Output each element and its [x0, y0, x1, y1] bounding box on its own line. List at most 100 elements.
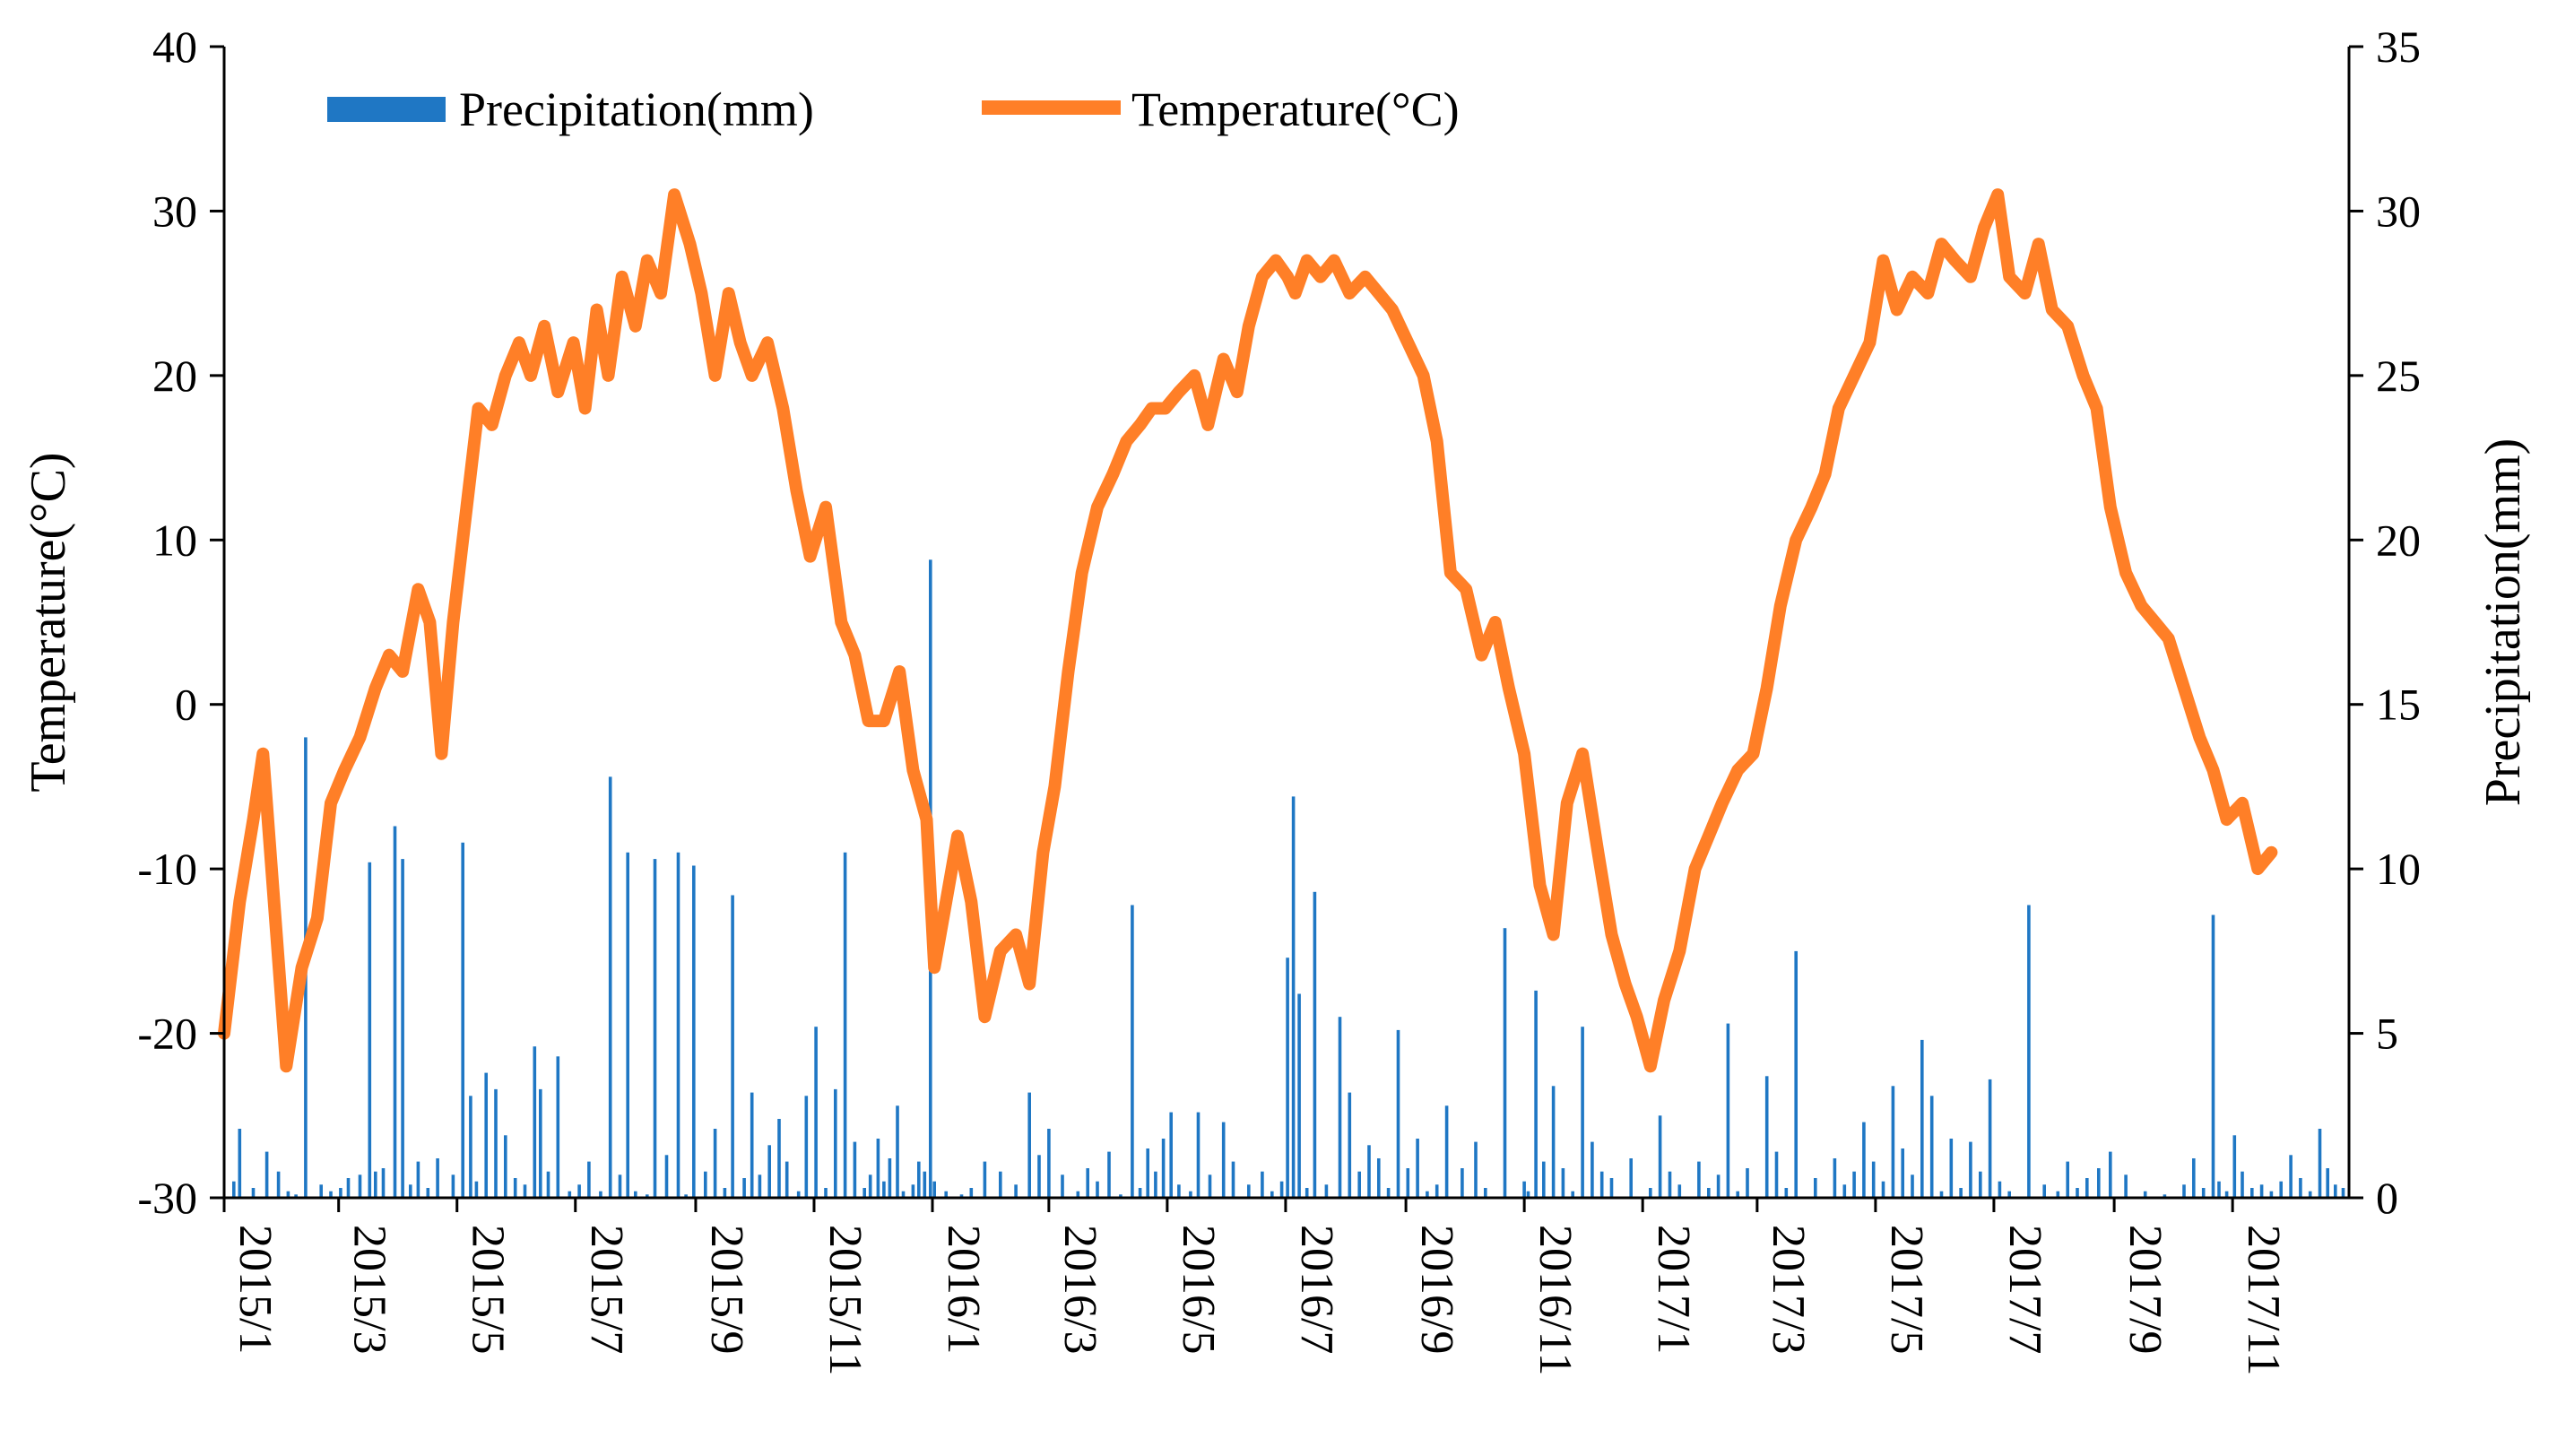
precipitation-bar	[2201, 1188, 2206, 1198]
precipitation-bar	[276, 1171, 281, 1198]
precipitation-bar	[882, 1181, 886, 1198]
precipitation-bar	[1920, 1039, 1924, 1198]
precipitation-bar	[1534, 990, 1538, 1198]
precipitation-bar	[1969, 1141, 1972, 1198]
precipitation-bar	[1367, 1145, 1371, 1198]
precipitation-bar	[1794, 950, 1798, 1198]
precipitation-bar	[1154, 1171, 1157, 1198]
precipitation-bar	[1377, 1158, 1381, 1198]
precipitation-bar	[1338, 1017, 1342, 1198]
precipitation-bar	[868, 1174, 872, 1198]
precipitation-bar	[1707, 1188, 1711, 1198]
precipitation-bar	[329, 1191, 333, 1198]
precipitation-bar	[1061, 1174, 1064, 1198]
precipitation-bar	[1014, 1184, 1018, 1198]
precipitation-bar	[684, 1194, 688, 1198]
precipitation-bar	[2085, 1178, 2089, 1198]
x-tick-label: 2015/7	[581, 1225, 632, 1354]
left-tick-label: 0	[175, 680, 197, 730]
left-tick-label: -20	[137, 1009, 197, 1059]
precipitation-bar	[1571, 1191, 1574, 1198]
precipitation-bar	[767, 1145, 771, 1198]
precipitation-bar	[1668, 1171, 1672, 1198]
precipitation-bar	[1461, 1168, 1464, 1198]
precipitation-bar	[901, 1191, 906, 1198]
precipitation-bar	[1911, 1174, 1914, 1198]
precipitation-bar	[264, 1151, 269, 1198]
precipitation-bar	[1396, 1029, 1400, 1198]
precipitation-bar	[983, 1161, 987, 1198]
right-tick-label: 5	[2376, 1009, 2398, 1059]
precipitation-bar	[1833, 1158, 1837, 1198]
precipitation-bar	[1435, 1184, 1439, 1198]
precipitation-bar	[2289, 1155, 2293, 1198]
temperature-line-layer	[218, 188, 2278, 1073]
precipitation-bar	[750, 1092, 754, 1198]
precipitation-bar	[2007, 1191, 2011, 1198]
precipitation-bar	[1591, 1141, 1594, 1198]
right-tick-label: 0	[2376, 1173, 2398, 1223]
precipitation-bar	[494, 1088, 498, 1198]
precipitation-bar	[1161, 1139, 1166, 1198]
precipitation-bar	[1107, 1151, 1111, 1198]
precipitation-bar	[626, 852, 629, 1198]
precipitation-bar	[577, 1184, 581, 1198]
precipitation-bar	[2027, 905, 2031, 1198]
precipitation-bar	[2334, 1184, 2337, 1198]
x-tick-label: 2016/9	[1411, 1225, 1462, 1354]
precipitation-bar	[1842, 1184, 1847, 1198]
precipitation-bar	[2066, 1161, 2069, 1198]
x-tick-label: 2015/9	[701, 1225, 752, 1354]
precipitation-bar	[2224, 1191, 2229, 1198]
left-tick-label: 30	[152, 186, 197, 236]
precipitation-bar	[556, 1056, 560, 1198]
x-tick-label: 2016/7	[1291, 1225, 1342, 1354]
left-tick-label: -30	[137, 1173, 197, 1223]
precipitation-bar	[319, 1184, 323, 1198]
precipitation-bar	[374, 1171, 377, 1198]
precipitation-bar	[1881, 1181, 1885, 1198]
precipitation-bar	[1716, 1174, 1721, 1198]
precipitation-bar	[2341, 1188, 2345, 1198]
precipitation-bar	[742, 1178, 746, 1198]
precipitation-bar	[1406, 1168, 1410, 1198]
left-tick-label: 40	[152, 22, 197, 72]
precipitation-bar	[1929, 1096, 1934, 1198]
precipitation-bar	[1279, 1181, 1284, 1198]
precipitation-bar	[484, 1072, 488, 1198]
precipitation-bar	[2124, 1174, 2128, 1198]
precipitation-bar	[599, 1191, 602, 1198]
precipitation-bar	[862, 1188, 866, 1198]
precipitation-bar	[1998, 1181, 2002, 1198]
precipitation-bar	[1146, 1148, 1149, 1198]
precipitation-bar	[1484, 1188, 1487, 1198]
x-tick-label: 2017/1	[1648, 1225, 1699, 1354]
precipitation-bar	[1959, 1188, 1963, 1198]
precipitation-bar	[692, 865, 696, 1198]
precipitation-bar	[784, 1161, 789, 1198]
precipitation-bar	[1221, 1122, 1226, 1198]
precipitation-bar	[1677, 1184, 1682, 1198]
precipitation-bar	[2279, 1181, 2283, 1198]
precipitation-bar	[523, 1184, 527, 1198]
precipitation-bar	[409, 1184, 412, 1198]
precipitation-bar	[2326, 1168, 2329, 1198]
precipitation-bar	[401, 859, 404, 1198]
precipitation-bar	[1581, 1027, 1584, 1198]
precipitation-bar	[2308, 1191, 2312, 1198]
precipitation-bar	[1291, 796, 1296, 1198]
precipitation-bar	[2143, 1191, 2147, 1198]
precipitation-bar	[853, 1141, 857, 1198]
precipitation-bar	[1891, 1086, 1895, 1198]
precipitation-bar	[1037, 1155, 1041, 1198]
precipitation-bar	[416, 1161, 420, 1198]
precipitation-bar	[232, 1181, 236, 1198]
precipitation-bar	[917, 1161, 921, 1198]
precipitation-bar	[1726, 1023, 1730, 1198]
x-tick-label: 2017/9	[2119, 1225, 2171, 1354]
precipitation-bar	[1138, 1188, 1142, 1198]
precipitation-bar	[546, 1171, 550, 1198]
precipitation-bar	[1416, 1139, 1419, 1198]
precipitation-bar	[1047, 1129, 1051, 1198]
